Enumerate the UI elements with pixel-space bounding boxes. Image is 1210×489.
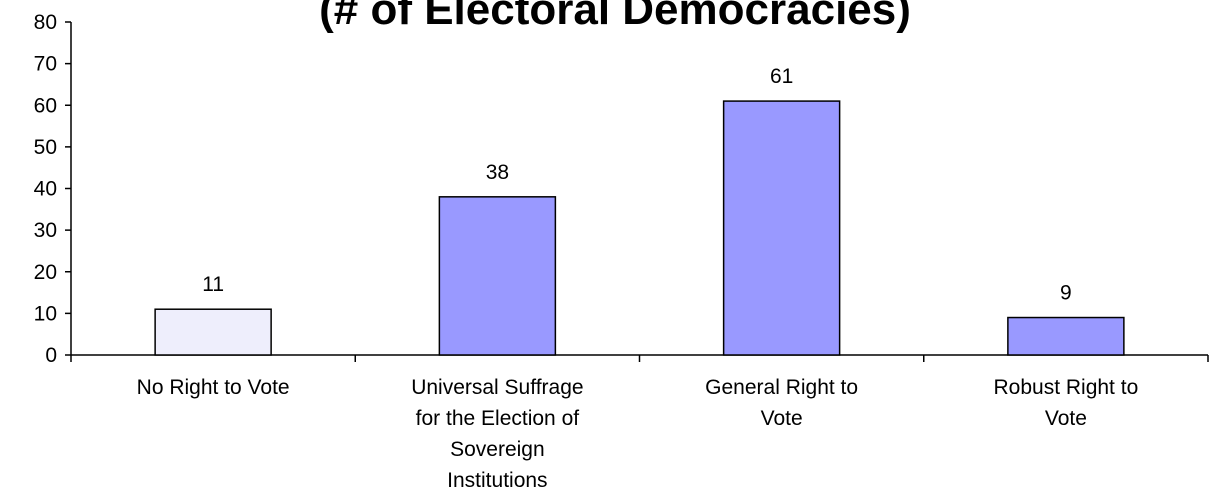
y-tick-label: 70 bbox=[34, 53, 57, 76]
bar bbox=[722, 100, 841, 356]
x-tick-label: Robust Right to bbox=[994, 376, 1139, 399]
y-tick-label: 80 bbox=[34, 11, 57, 34]
y-tick-label: 10 bbox=[34, 302, 57, 325]
data-label: 61 bbox=[770, 65, 793, 88]
bar bbox=[154, 308, 272, 356]
chart-labels: 11 No Right to Vote 38 Universal Suffrage fo… bbox=[137, 65, 1139, 489]
x-tick-label: Vote bbox=[761, 407, 803, 430]
x-tick-label: No Right to Vote bbox=[137, 376, 290, 399]
x-tick-label: for the Election of bbox=[416, 407, 580, 430]
y-tick-label: 60 bbox=[34, 94, 57, 117]
y-tick-label: 50 bbox=[34, 136, 57, 159]
x-tick-label: Vote bbox=[1045, 407, 1087, 430]
chart-title: (# of Electoral Democracies) bbox=[319, 0, 911, 34]
bar bbox=[438, 196, 557, 356]
x-tick-label: Universal Suffrage bbox=[411, 376, 583, 399]
x-tick-label: Institutions bbox=[447, 469, 547, 489]
y-tick-label: 30 bbox=[34, 219, 57, 242]
bar bbox=[1007, 316, 1125, 356]
data-label: 38 bbox=[486, 161, 509, 184]
x-tick-label: Sovereign bbox=[450, 438, 545, 461]
x-tick-label: General Right to bbox=[705, 376, 858, 399]
chart-bars bbox=[154, 100, 1125, 356]
data-label: 11 bbox=[202, 273, 224, 296]
y-tick-label: 20 bbox=[34, 261, 57, 284]
data-label: 9 bbox=[1060, 282, 1072, 305]
y-tick-label: 0 bbox=[45, 344, 57, 367]
y-tick-label: 40 bbox=[34, 178, 57, 201]
